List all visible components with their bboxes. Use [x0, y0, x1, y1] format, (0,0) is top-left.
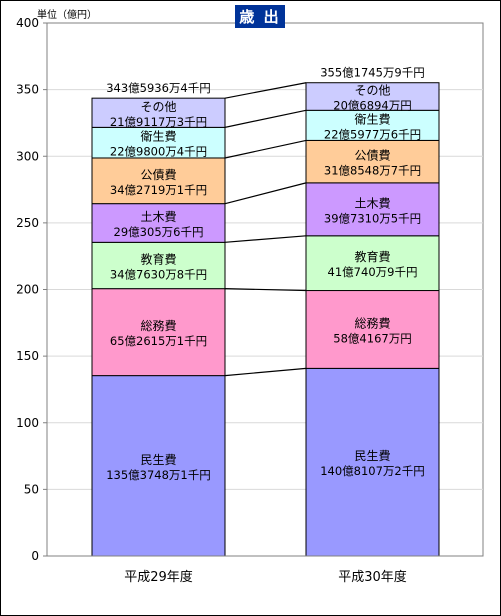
bar-segment — [91, 241, 226, 290]
bar-segment — [305, 109, 440, 141]
bar-segment — [91, 126, 226, 159]
bar-segment — [91, 288, 226, 377]
y-tick-label: 300 — [16, 149, 39, 163]
y-tick-label: 400 — [16, 16, 39, 30]
bar-segment — [305, 139, 440, 184]
chart-title: 歳 出 — [239, 8, 280, 26]
bar-segment — [91, 375, 226, 557]
segment-name-label: 衛生費 — [354, 111, 390, 126]
bar-total-label: 355億1745万9千円 — [320, 66, 425, 80]
segment-name-label: 教育費 — [354, 249, 390, 264]
segment-name-label: その他 — [354, 84, 390, 98]
y-tick-label: 250 — [16, 216, 39, 230]
segment-value-label: 34億2719万1千円 — [110, 183, 207, 197]
segment-name-label: 教育費 — [140, 251, 176, 266]
bar-segment — [305, 82, 440, 111]
y-tick-label: 100 — [16, 416, 39, 430]
series-connector-line — [224, 235, 307, 243]
segment-value-label: 29億305万6千円 — [114, 225, 204, 239]
x-category-label: 平成29年度 — [124, 569, 193, 585]
segment-name-label: 総務費 — [140, 318, 176, 333]
bar-segment — [305, 182, 440, 237]
segment-name-label: 民生費 — [140, 452, 176, 467]
segment-name-label: 公債費 — [140, 167, 176, 182]
bar-segment — [91, 97, 226, 128]
segment-name-label: その他 — [140, 100, 176, 114]
series-connector-line — [224, 367, 307, 377]
series-connector-line — [224, 182, 307, 205]
segment-value-label: 20億6894万円 — [333, 99, 411, 113]
series-connector-line — [224, 288, 307, 292]
segment-value-label: 135億3748万1千円 — [106, 468, 211, 482]
segment-value-label: 31億8548万7千円 — [324, 164, 421, 178]
y-tick-label: 200 — [16, 283, 39, 297]
segment-value-label: 65億2615万1千円 — [110, 334, 207, 348]
segment-value-label: 21億9117万3千円 — [110, 115, 207, 129]
bar-segment — [305, 367, 440, 557]
bar-segment — [305, 290, 440, 369]
segment-value-label: 140億8107万2千円 — [320, 464, 425, 478]
series-connector-line — [224, 109, 307, 128]
y-tick-label: 150 — [16, 349, 39, 363]
series-connector-line — [224, 139, 307, 159]
unit-label: 単位（億円） — [37, 8, 97, 21]
series-connector-line — [224, 82, 307, 99]
segment-value-label: 58億4167万円 — [333, 331, 411, 345]
y-tick-label: 0 — [31, 549, 39, 563]
segment-name-label: 衛生費 — [140, 129, 176, 144]
segment-name-label: 民生費 — [354, 448, 390, 463]
bar-segment — [91, 157, 226, 205]
segment-value-label: 22億5977万6千円 — [324, 127, 421, 141]
segment-value-label: 22億9800万4千円 — [110, 145, 207, 159]
y-tick-label: 350 — [16, 83, 39, 97]
segment-value-label: 41億740万9千円 — [328, 265, 418, 279]
bar-segment — [305, 235, 440, 292]
segment-name-label: 土木費 — [140, 209, 176, 224]
segment-name-label: 土木費 — [354, 195, 390, 210]
segment-value-label: 39億7310万5千円 — [324, 211, 421, 225]
chart-title-box — [235, 5, 285, 28]
segment-value-label: 34億7630万8千円 — [110, 267, 207, 281]
segment-name-label: 総務費 — [354, 315, 390, 330]
y-tick-label: 50 — [24, 482, 39, 496]
segment-name-label: 公債費 — [354, 148, 390, 163]
bar-total-label: 343億5936万4千円 — [106, 81, 211, 95]
x-category-label: 平成30年度 — [338, 569, 407, 585]
bar-segment — [91, 203, 226, 243]
